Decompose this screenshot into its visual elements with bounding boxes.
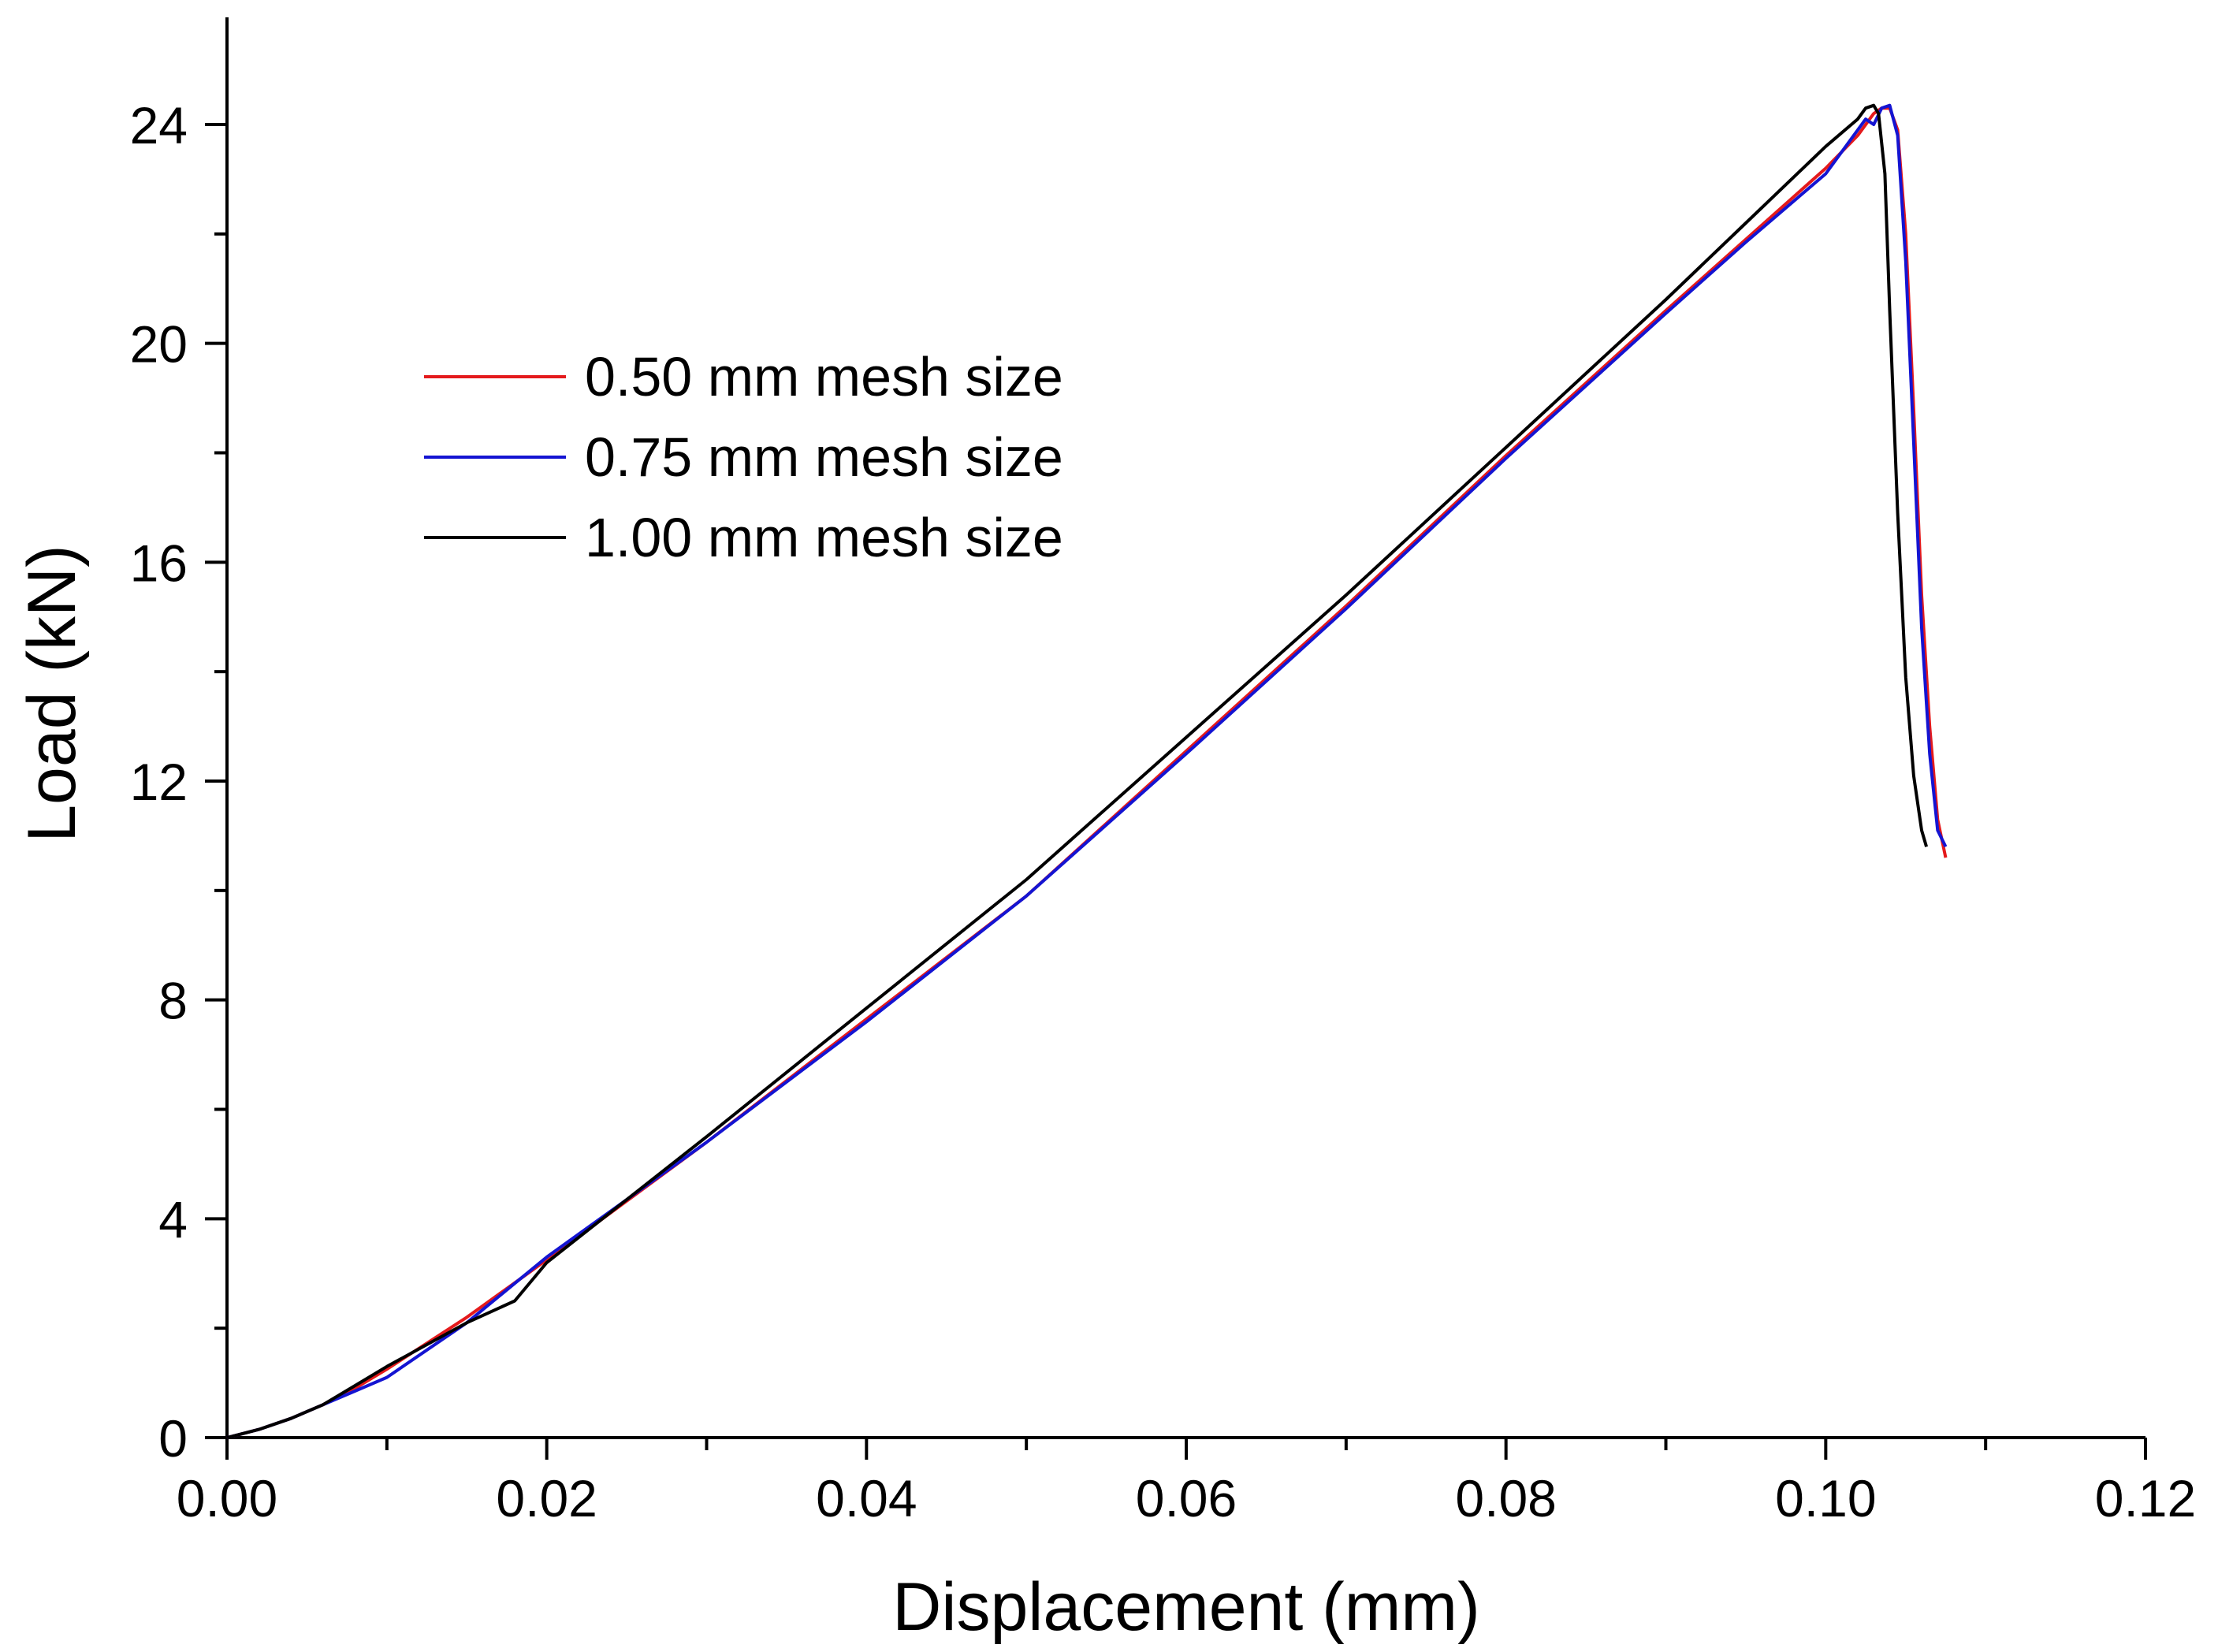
axes bbox=[225, 17, 2145, 1439]
x-tick-label: 0.10 bbox=[1775, 1469, 1876, 1527]
series-line-3 bbox=[226, 103, 1929, 1439]
legend: 0.50 mm mesh size 0.75 mm mesh size 1.00 m… bbox=[424, 346, 1063, 568]
legend-label: 1.00 mm mesh size bbox=[585, 507, 1063, 568]
x-tick-label: 0.00 bbox=[177, 1469, 277, 1527]
y-axis-title: Load (kN) bbox=[14, 545, 90, 843]
ticks bbox=[205, 123, 2147, 1460]
series-line-1 bbox=[226, 106, 1948, 1439]
x-tick-label: 0.04 bbox=[816, 1469, 917, 1527]
legend-label: 0.50 mm mesh size bbox=[585, 346, 1063, 407]
y-tick-label: 4 bbox=[158, 1190, 188, 1248]
series-line-2 bbox=[226, 103, 1948, 1439]
legend-label: 0.75 mm mesh size bbox=[585, 426, 1063, 488]
y-tick-label: 24 bbox=[130, 96, 188, 154]
x-tick-label: 0.08 bbox=[1455, 1469, 1556, 1527]
x-axis-title: Displacement (mm) bbox=[892, 1569, 1479, 1645]
series-layer bbox=[226, 103, 1948, 1439]
x-tick-label: 0.06 bbox=[1136, 1469, 1237, 1527]
x-tick-label: 0.02 bbox=[496, 1469, 597, 1527]
y-tick-label: 16 bbox=[130, 534, 188, 592]
x-tick-label: 0.12 bbox=[2095, 1469, 2196, 1527]
y-tick-label: 20 bbox=[130, 315, 188, 374]
y-tick-label: 12 bbox=[130, 753, 188, 811]
y-tick-label: 8 bbox=[158, 972, 188, 1030]
tick-labels: 0.00 0.02 0.04 0.06 0.08 0.10 0.12 0 4 8 12 16 20 24 bbox=[130, 96, 2197, 1527]
y-tick-label: 0 bbox=[158, 1409, 188, 1468]
